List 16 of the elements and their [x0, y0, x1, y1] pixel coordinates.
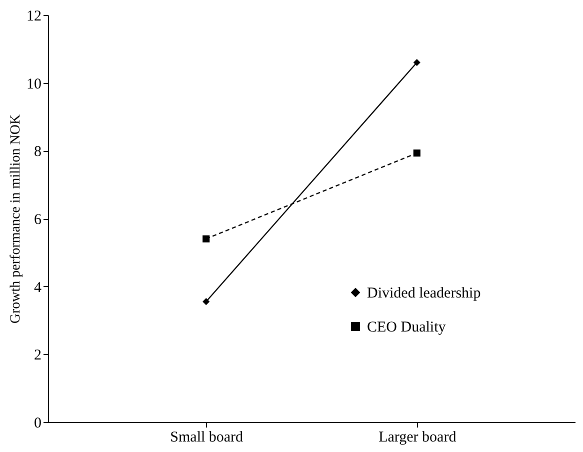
y-axis-title: Growth performance in million NOK [8, 114, 24, 324]
y-tick-label: 12 [26, 8, 42, 24]
y-tick-label: 10 [26, 76, 42, 92]
legend-label: CEO Duality [367, 320, 446, 336]
y-tick-label: 4 [34, 280, 42, 296]
y-tick-label: 0 [34, 416, 42, 432]
y-tick-label: 2 [34, 348, 42, 364]
point [413, 150, 420, 157]
x-tick-label: Larger board [378, 430, 457, 446]
y-tick-label: 6 [34, 212, 42, 228]
point [413, 58, 420, 66]
x-tick-label: Small board [170, 430, 244, 446]
y-tick-label: 8 [34, 144, 42, 160]
point [202, 298, 210, 306]
point [202, 235, 210, 242]
legend-label: Divided leadership [367, 286, 481, 302]
